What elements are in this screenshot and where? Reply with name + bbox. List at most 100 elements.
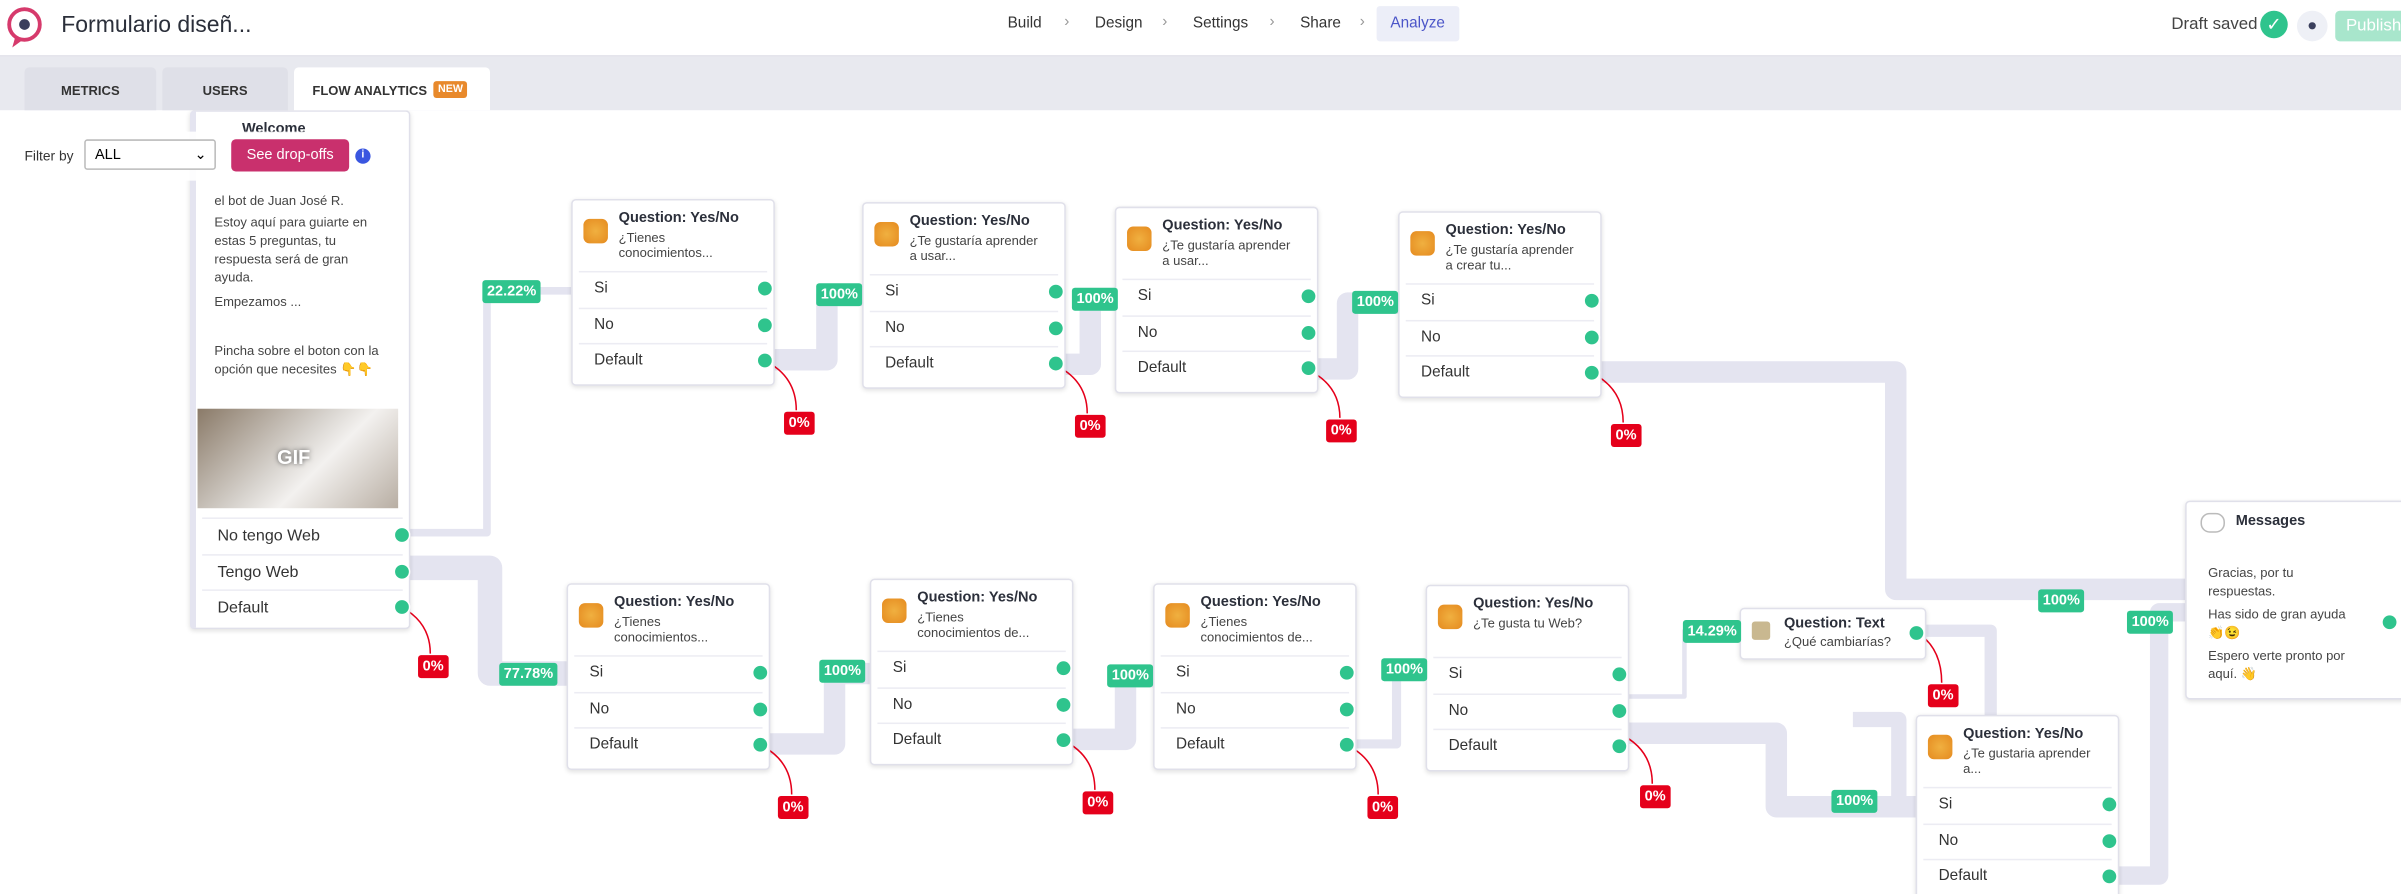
option[interactable]: No (1160, 691, 1350, 725)
option[interactable]: Default (869, 345, 1059, 380)
option[interactable]: Default (578, 342, 768, 377)
see-dropoffs-button[interactable]: See drop-offs (231, 139, 350, 172)
node-icon (874, 221, 899, 247)
nav-item[interactable]: Design (1094, 15, 1143, 33)
option[interactable]: Default (877, 722, 1066, 757)
option[interactable]: Si (877, 650, 1066, 685)
option[interactable]: Si (1122, 278, 1311, 313)
connector-dot (1338, 664, 1356, 682)
option[interactable]: Si (1405, 283, 1595, 317)
node-subtitle: ¿Te gusta tu Web? (1473, 615, 1583, 631)
filter-value: ALL (94, 146, 121, 164)
option[interactable]: No (869, 309, 1059, 344)
option[interactable]: Default (1122, 350, 1311, 385)
option[interactable]: No (578, 306, 768, 341)
node-title: Question: Text (1783, 615, 1885, 633)
option[interactable]: Tengo Web (202, 553, 403, 587)
connector-dot (2100, 796, 2118, 813)
node-subtitle: ¿Te gustaría aprender a crear tu... (1445, 241, 1574, 273)
node-title: Question: Yes/No (1200, 593, 1321, 611)
option-label: Default (1137, 359, 1187, 377)
info-icon[interactable]: i (355, 148, 371, 164)
saved-icon: ✓ (2260, 10, 2288, 39)
question-node: Question: Yes/No ¿Tienes conocimientos de… (869, 578, 1074, 766)
option[interactable]: Default (1433, 728, 1622, 763)
option-label: Si (1421, 292, 1435, 310)
option[interactable]: Si (578, 270, 768, 305)
top-bar: Formulario diseñ... Build › Design › Setting… (0, 0, 2401, 57)
tab[interactable]: USERS (162, 67, 288, 111)
nav-separator: › (1162, 13, 1168, 31)
nav-item[interactable]: Build (1007, 15, 1042, 33)
dropoff-rate: 0% (1074, 414, 1106, 438)
connector-dot (393, 598, 411, 616)
connector-dot (756, 280, 774, 297)
option[interactable]: No (1923, 822, 2112, 857)
message-text: Pincha sobre el boton con la opción que … (214, 342, 379, 377)
flow-rate: 100% (1381, 658, 1428, 682)
connector-dot (1300, 287, 1317, 305)
option[interactable]: Si (1923, 786, 2112, 821)
node-subtitle: ¿Tienes conocimientos de... (1200, 613, 1313, 645)
option[interactable]: No (1122, 314, 1311, 349)
node-icon (1751, 621, 1771, 640)
connector-dot (2381, 613, 2399, 631)
preview-button[interactable]: ● (2296, 10, 2328, 42)
option-label: No (1176, 700, 1196, 718)
option[interactable]: Default (202, 589, 403, 623)
option[interactable]: Default (1405, 355, 1595, 389)
option[interactable]: Si (1433, 656, 1622, 691)
option[interactable]: No (1405, 319, 1595, 353)
flow-rate: 100% (816, 283, 863, 307)
node-title: Question: Yes/No (917, 589, 1038, 607)
flow-rate: 14.29% (1682, 619, 1742, 643)
flow-rate: 77.78% (499, 662, 558, 686)
flow-rate: 100% (1107, 664, 1154, 688)
message-text: Gracias, por tu respuestas. (2208, 564, 2294, 599)
option[interactable]: Default (1160, 727, 1350, 761)
question-node: Question: Yes/No ¿Te gustaría aprender a … (1398, 211, 1602, 399)
nav-item[interactable]: Share (1300, 15, 1341, 33)
node-icon (578, 603, 604, 628)
node-title: Question: Yes/No (1445, 221, 1566, 239)
tab[interactable]: METRICS (24, 67, 157, 111)
gif-image: GIF (197, 408, 399, 509)
logo (7, 7, 42, 48)
option[interactable]: Default (1923, 858, 2112, 893)
connector-dot (751, 700, 769, 718)
dropoff-rate: 0% (1640, 785, 1671, 809)
connector-dot (1338, 736, 1356, 754)
option[interactable]: No (1433, 692, 1622, 727)
connector-dot (1047, 319, 1065, 337)
question-node: Question: Yes/No ¿Tienes conocimientos...… (566, 583, 771, 770)
node-icon (583, 218, 608, 244)
option[interactable]: Default (574, 727, 763, 761)
dropoff-rate: 0% (1610, 424, 1642, 447)
option-label: No (885, 319, 905, 337)
option[interactable]: Si (869, 274, 1059, 308)
nav-item[interactable]: Analyze (1376, 6, 1459, 42)
option-label: Default (885, 355, 934, 372)
option[interactable]: No (877, 686, 1066, 721)
option-label: Default (217, 598, 269, 617)
option-label: Si (594, 280, 608, 297)
message-text: Espero verte pronto por aquí. 👋 (2208, 647, 2345, 682)
nav-item[interactable]: Settings (1192, 15, 1249, 33)
option-label: No (1938, 831, 1959, 849)
filter-select[interactable]: ALL ⌄ (84, 139, 216, 170)
option[interactable]: Si (1160, 655, 1350, 689)
node-title: Question: Yes/No (909, 212, 1030, 230)
connector-dot (1047, 355, 1065, 372)
option-label: No (892, 695, 913, 713)
option[interactable]: No (574, 691, 763, 725)
publish-button[interactable]: Publish (2335, 10, 2401, 42)
option-label: Default (594, 352, 643, 369)
option[interactable]: Si (574, 655, 763, 689)
node-title: Question: Yes/No (618, 209, 739, 227)
option[interactable]: No tengo Web (202, 517, 403, 551)
flow-rate: 100% (1831, 789, 1878, 813)
message-text: el bot de Juan José R. (214, 192, 344, 209)
form-title[interactable]: Formulario diseñ... (61, 12, 252, 39)
